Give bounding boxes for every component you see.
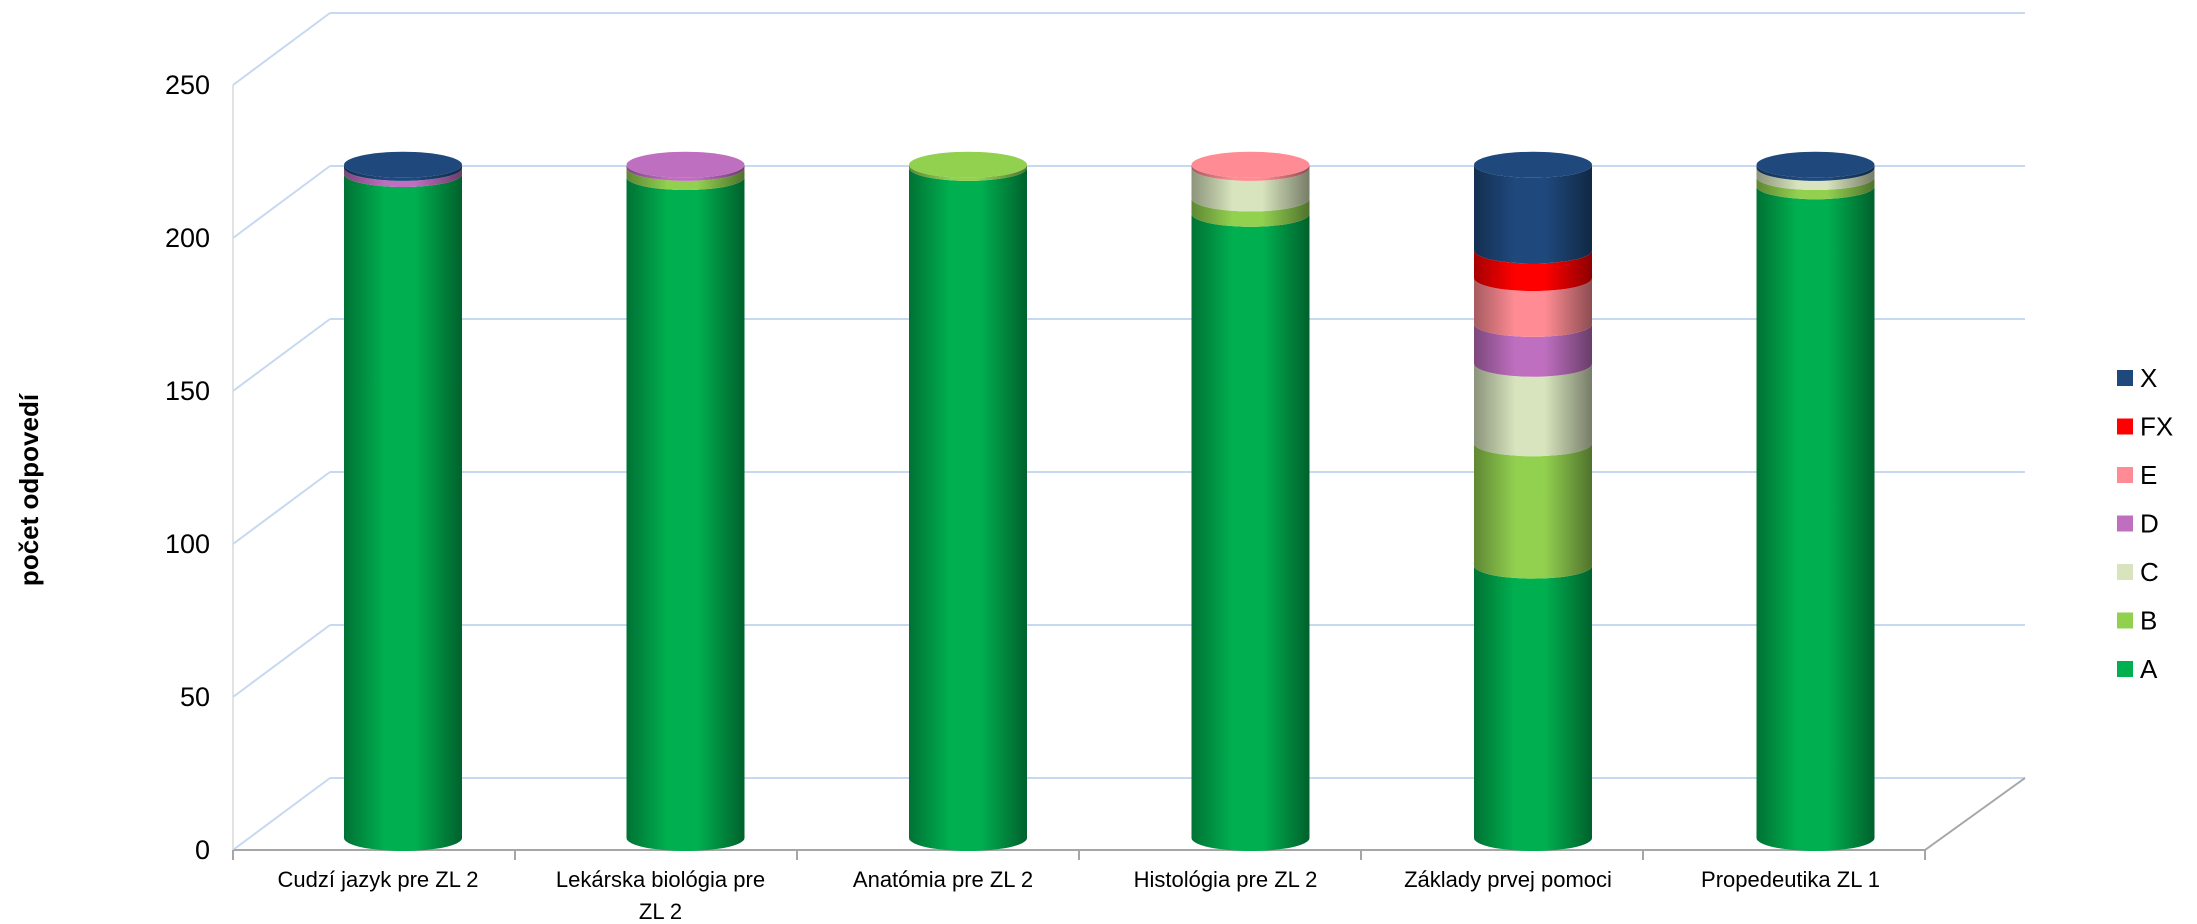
y-tick-label: 200 xyxy=(165,223,210,253)
legend-label: C xyxy=(2140,557,2159,587)
bar-segment-a xyxy=(1474,565,1592,851)
bar-group xyxy=(626,151,745,852)
y-tick-label: 0 xyxy=(195,835,210,865)
legend-label: E xyxy=(2140,460,2157,490)
bars xyxy=(344,151,1875,852)
legend-swatch xyxy=(2117,467,2133,483)
bar-top-cap xyxy=(626,151,745,178)
y-tick-labels: 0 50 100 150 200 250 xyxy=(165,70,210,865)
bar-top-cap xyxy=(1756,151,1875,178)
bar-segment-b xyxy=(909,164,1027,181)
side-gridline xyxy=(232,777,331,851)
bar-segment-x xyxy=(344,164,462,181)
legend-label: D xyxy=(2140,509,2159,539)
x-tick-label: Histológia pre ZL 2 xyxy=(1134,867,1318,892)
legend-swatch xyxy=(2117,515,2133,532)
bar-segment-d xyxy=(344,167,462,187)
side-gridline xyxy=(232,624,331,698)
legend-label: FX xyxy=(2140,412,2173,442)
legend-swatch xyxy=(2117,370,2133,386)
chart-floor xyxy=(233,777,2026,851)
bar-group xyxy=(1756,151,1875,852)
bar-segment-a xyxy=(1756,186,1875,852)
bar-segment-a xyxy=(909,167,1027,852)
floor-right-edge xyxy=(1924,777,2026,851)
bar-segment-b xyxy=(1191,198,1310,227)
bar-top-cap xyxy=(1474,151,1592,178)
side-gridline xyxy=(232,471,331,545)
bar-segment-c xyxy=(1474,363,1592,457)
side-gridline xyxy=(232,12,331,86)
bar-segment-x xyxy=(1474,164,1592,264)
side-gridline xyxy=(232,165,331,239)
y-tick-label: 100 xyxy=(165,529,210,559)
bar-segment-b xyxy=(626,167,745,191)
legend-swatch xyxy=(2117,564,2133,580)
x-tick-label: Lekárska biológia pre xyxy=(556,867,765,892)
bar-segment-b xyxy=(1756,177,1875,200)
bar-segment-c xyxy=(1191,167,1310,212)
bar-top-cap xyxy=(1191,151,1310,178)
bar-group xyxy=(1474,151,1592,851)
bar-top-cap xyxy=(909,151,1027,178)
bar-segment-c xyxy=(1756,167,1875,191)
axes xyxy=(232,85,1926,860)
bar-segment-e xyxy=(1191,164,1310,181)
bar-group xyxy=(344,151,462,852)
bar-segment-x xyxy=(1756,164,1875,181)
bar-segment-a xyxy=(626,177,745,852)
x-tick-label: Základy prvej pomoci xyxy=(1404,867,1612,892)
x-tick-labels: Cudzí jazyk pre ZL 2 Lekárska biológia pr… xyxy=(278,867,1880,924)
legend-swatch xyxy=(2117,418,2133,435)
gridlines xyxy=(232,12,2025,851)
bar-segment-d xyxy=(1474,323,1592,377)
legend-item: E xyxy=(2117,460,2157,490)
legend-swatch xyxy=(2117,612,2133,629)
bar-top-cap xyxy=(344,151,462,178)
bar-segment-e xyxy=(1474,278,1592,337)
side-gridline xyxy=(232,318,331,392)
bar-segment-fx xyxy=(1474,250,1592,292)
y-tick-label: 150 xyxy=(165,376,210,406)
y-tick-label: 250 xyxy=(165,70,210,100)
x-tick-label: ZL 2 xyxy=(639,899,682,919)
bar-segment-b xyxy=(1474,443,1592,579)
legend-item: A xyxy=(2117,654,2158,684)
legend-swatch xyxy=(2117,661,2133,677)
x-tick-label: Cudzí jazyk pre ZL 2 xyxy=(278,867,479,892)
x-tick-label: Propedeutika ZL 1 xyxy=(1701,867,1880,892)
x-tick-label: Anatómia pre ZL 2 xyxy=(853,867,1033,892)
bar-segment-a xyxy=(1191,213,1310,851)
bar-segment-d xyxy=(626,164,745,181)
y-axis-label: počet odpovedí xyxy=(14,393,44,586)
legend-label: X xyxy=(2140,363,2157,393)
y-tick-label: 50 xyxy=(180,682,210,712)
legend-item: D xyxy=(2117,509,2159,539)
legend-label: A xyxy=(2140,654,2158,684)
legend-item: FX xyxy=(2117,412,2173,442)
legend-item: C xyxy=(2117,557,2159,587)
bar-segment-a xyxy=(344,173,462,852)
legend-item: B xyxy=(2117,606,2157,636)
legend-label: B xyxy=(2140,606,2157,636)
legend-item: X xyxy=(2117,363,2157,393)
bar-group xyxy=(1191,151,1310,851)
bar-group xyxy=(909,151,1027,852)
